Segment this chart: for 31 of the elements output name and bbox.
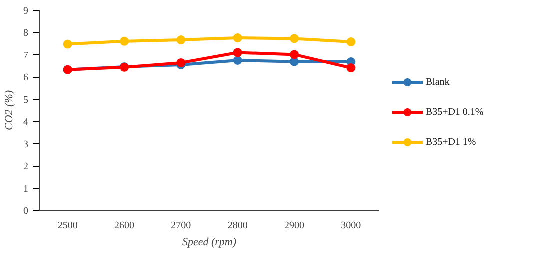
x-tick-label: 2700 bbox=[171, 220, 192, 232]
y-tick-label: 0 bbox=[24, 206, 28, 217]
legend-label: B35+D1 1% bbox=[426, 137, 476, 148]
point bbox=[233, 56, 242, 65]
x-tick-label: 2500 bbox=[58, 220, 78, 232]
x-tick-label: 2600 bbox=[114, 220, 134, 232]
y-tick-label: 4 bbox=[24, 117, 28, 128]
y-axis-title: CO2 (%) bbox=[4, 90, 16, 131]
x-tick-label: 2800 bbox=[228, 220, 248, 232]
point bbox=[290, 50, 299, 60]
point bbox=[290, 34, 299, 44]
point bbox=[63, 40, 72, 49]
point bbox=[233, 48, 242, 58]
y-tick-label: 9 bbox=[24, 6, 28, 17]
y-tick-label: 2 bbox=[24, 162, 28, 173]
point bbox=[176, 36, 186, 45]
y-tick-label: 7 bbox=[24, 50, 28, 62]
point bbox=[346, 38, 356, 47]
point bbox=[120, 36, 129, 46]
legend-label: B35+D1 0.1% bbox=[426, 107, 484, 118]
x-axis-title: Speed (rpm) bbox=[182, 236, 237, 248]
x-tick-label: 3000 bbox=[341, 220, 362, 232]
point bbox=[233, 34, 242, 43]
x-tick-label: 2900 bbox=[284, 220, 304, 232]
y-tick-label: 5 bbox=[24, 94, 28, 106]
y-tick-label: 6 bbox=[24, 72, 28, 84]
legend-label: Blank bbox=[426, 77, 450, 88]
point bbox=[346, 64, 356, 73]
y-tick-label: 3 bbox=[24, 139, 28, 150]
y-tick-label: 8 bbox=[24, 28, 28, 40]
y-tick-label: 1 bbox=[24, 184, 28, 195]
